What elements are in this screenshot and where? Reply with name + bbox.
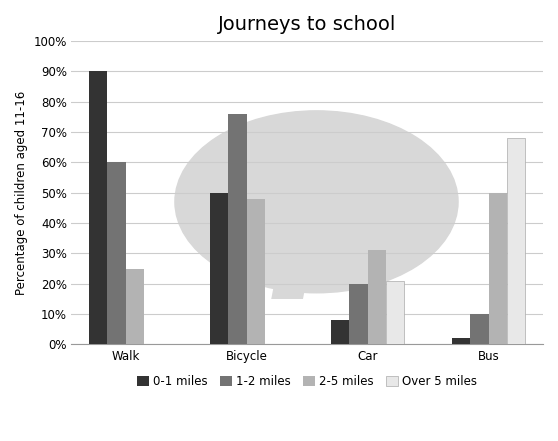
Bar [368, 250, 386, 344]
Circle shape [175, 111, 458, 293]
Bar [210, 193, 228, 344]
Text: p: p [273, 123, 402, 299]
Bar [386, 280, 404, 344]
Bar [247, 199, 264, 344]
Bar [470, 314, 489, 344]
Bar [489, 193, 507, 344]
Y-axis label: Percentage of children aged 11-16: Percentage of children aged 11-16 [15, 90, 28, 295]
Bar [107, 162, 126, 344]
Bar [507, 138, 525, 344]
Bar [331, 320, 349, 344]
Title: Journeys to school: Journeys to school [218, 15, 396, 34]
Bar [89, 71, 107, 344]
Legend: 0-1 miles, 1-2 miles, 2-5 miles, Over 5 miles: 0-1 miles, 1-2 miles, 2-5 miles, Over 5 … [132, 370, 482, 393]
Bar [228, 114, 247, 344]
Bar [126, 269, 144, 344]
Bar [452, 338, 470, 344]
Bar [349, 284, 368, 344]
